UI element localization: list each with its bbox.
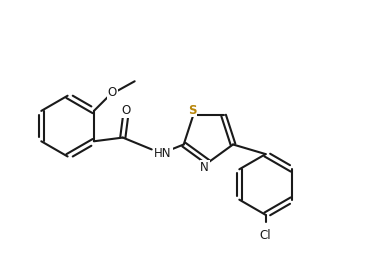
Text: N: N bbox=[200, 161, 209, 174]
Text: Cl: Cl bbox=[260, 229, 271, 242]
Text: HN: HN bbox=[154, 147, 172, 160]
Text: O: O bbox=[108, 86, 117, 99]
Text: O: O bbox=[121, 104, 130, 117]
Text: S: S bbox=[188, 104, 196, 117]
